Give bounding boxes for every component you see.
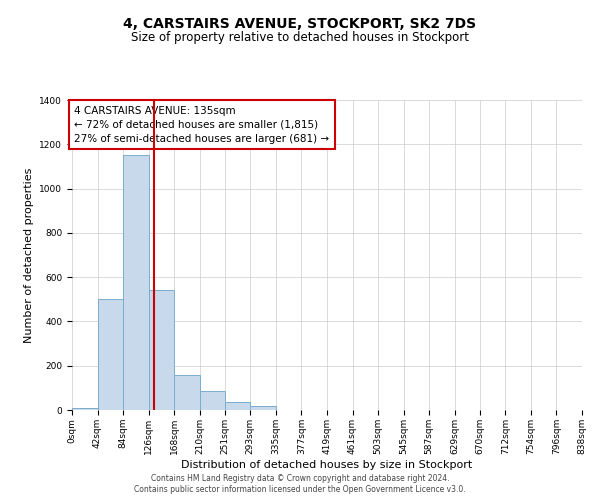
Bar: [149, 290, 174, 410]
Text: 4, CARSTAIRS AVENUE, STOCKPORT, SK2 7DS: 4, CARSTAIRS AVENUE, STOCKPORT, SK2 7DS: [124, 18, 476, 32]
Text: 4 CARSTAIRS AVENUE: 135sqm
← 72% of detached houses are smaller (1,815)
27% of s: 4 CARSTAIRS AVENUE: 135sqm ← 72% of deta…: [74, 106, 329, 144]
Bar: [98, 300, 123, 410]
Bar: [123, 156, 149, 410]
Bar: [72, 408, 98, 410]
Bar: [250, 406, 276, 410]
Bar: [174, 374, 200, 410]
Text: Contains HM Land Registry data © Crown copyright and database right 2024.
Contai: Contains HM Land Registry data © Crown c…: [134, 474, 466, 494]
Y-axis label: Number of detached properties: Number of detached properties: [24, 168, 34, 342]
Bar: [200, 391, 225, 410]
Bar: [225, 402, 250, 410]
X-axis label: Distribution of detached houses by size in Stockport: Distribution of detached houses by size …: [181, 460, 473, 469]
Text: Size of property relative to detached houses in Stockport: Size of property relative to detached ho…: [131, 31, 469, 44]
